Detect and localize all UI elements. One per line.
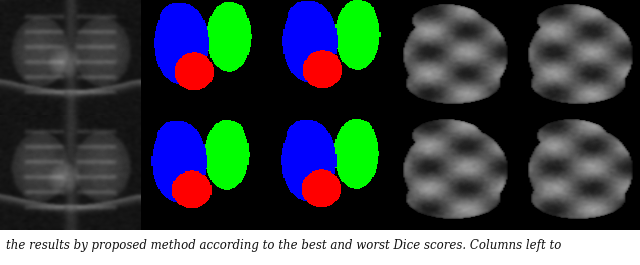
Text: the results by proposed method according to the best and worst Dice scores. Colu: the results by proposed method according… [6, 239, 562, 252]
